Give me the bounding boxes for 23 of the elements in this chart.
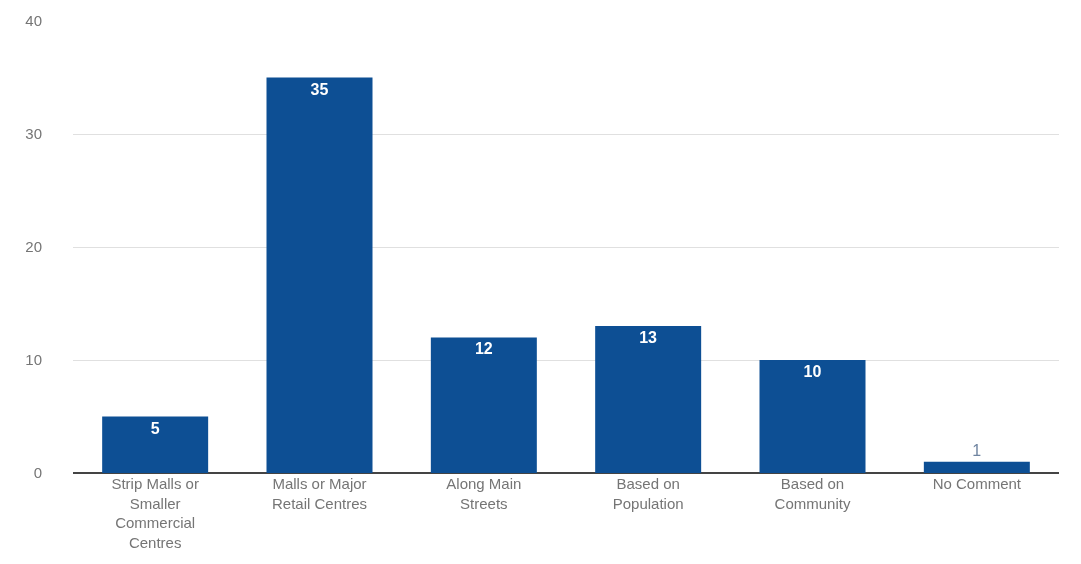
x-tick-label: Based on Population <box>612 475 684 512</box>
x-tick-label: Malls or Major Retail Centres <box>271 475 368 512</box>
bar <box>266 77 373 473</box>
x-tick-label: Along Main Streets <box>446 475 522 512</box>
bar <box>923 461 1030 473</box>
data-label: 12 <box>474 340 493 358</box>
data-label: 5 <box>150 419 160 437</box>
y-tick-label: 10 <box>25 351 42 369</box>
data-label: 13 <box>639 329 658 347</box>
data-label: 10 <box>803 363 822 380</box>
x-tick-label: No Comment <box>932 475 1022 492</box>
bar <box>759 360 866 473</box>
bar <box>102 416 209 473</box>
y-tick-label: 0 <box>33 464 42 482</box>
bar <box>595 326 702 473</box>
y-tick-label: 40 <box>25 12 42 30</box>
y-tick-label: 30 <box>25 125 42 143</box>
y-tick-label: 20 <box>25 238 42 256</box>
data-label: 1 <box>972 441 982 459</box>
x-tick-label: Strip Malls or Smaller Commercial Centres <box>111 475 199 551</box>
x-tick-label: Based on Community <box>774 475 851 512</box>
data-label: 35 <box>310 80 329 98</box>
bar <box>430 337 537 473</box>
